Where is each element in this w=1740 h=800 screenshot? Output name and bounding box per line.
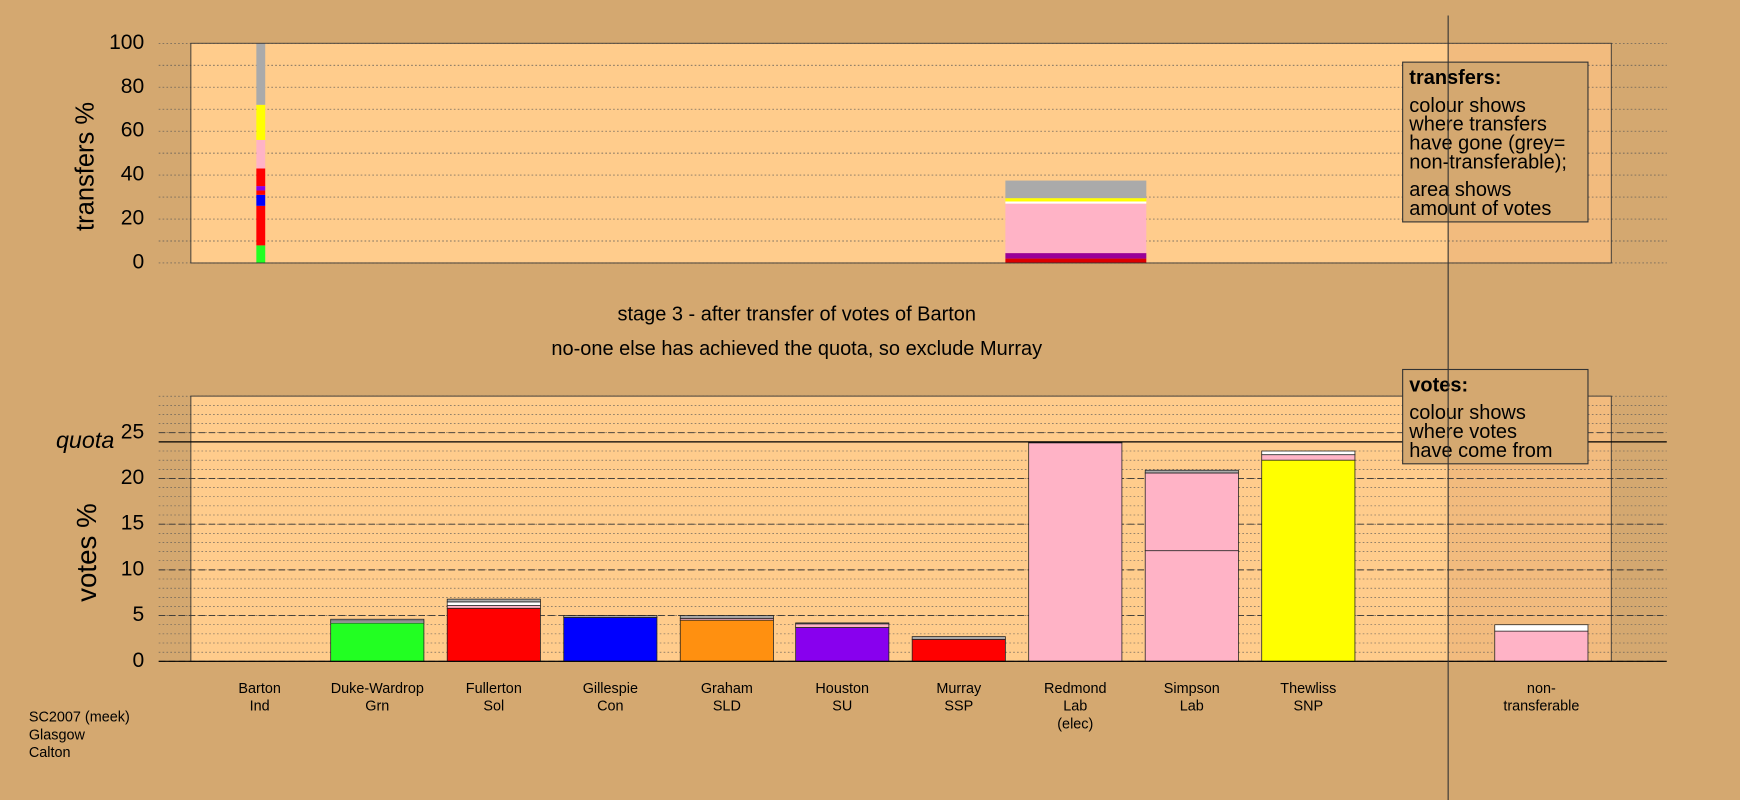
footer: SC2007 (meek) (29, 710, 130, 726)
vote-segment (446, 607, 541, 662)
x-tick-label: SNP (1294, 699, 1324, 715)
y-axis-label: votes % (71, 503, 102, 602)
footer: Glasgow (29, 727, 86, 743)
x-tick-label: Graham (701, 681, 753, 697)
transfer-segment (1005, 258, 1147, 263)
x-tick-label: SU (832, 699, 852, 715)
x-tick-label: Murray (936, 681, 982, 697)
stage-subtitle: no-one else has achieved the quota, so e… (551, 338, 1042, 360)
y-tick-label: 0 (133, 649, 145, 672)
transfer-segment (256, 43, 266, 105)
x-tick-label: Duke-Wardrop (331, 681, 424, 697)
vote-segment (1261, 454, 1356, 461)
vote-segment (1144, 550, 1239, 662)
legend-text: amount of votes (1409, 198, 1551, 220)
transfer-segment (1005, 198, 1147, 202)
plot-frame (190, 42, 1612, 264)
transfer-segment (256, 168, 266, 187)
vote-segment (911, 636, 1006, 640)
transfer-segment (256, 194, 266, 206)
vote-segment (795, 622, 890, 625)
vote-segment (679, 615, 774, 619)
y-tick-label: 20 (121, 466, 144, 489)
x-tick-label: Lab (1063, 699, 1087, 715)
legend-title: transfers: (1409, 67, 1501, 89)
vote-segment (1261, 459, 1356, 662)
x-tick-label: non- (1527, 681, 1556, 697)
y-tick-label: 40 (121, 163, 144, 186)
vote-segment (330, 618, 425, 622)
y-tick-label: 25 (121, 420, 144, 443)
x-tick-label: Barton (238, 681, 280, 697)
x-tick-label: SSP (944, 699, 973, 715)
y-tick-label: 10 (121, 557, 144, 580)
transfer-segment (256, 190, 266, 195)
y-tick-label: 15 (121, 512, 144, 535)
y-axis-label: transfers % (71, 102, 99, 231)
x-tick-label: Sol (483, 699, 504, 715)
x-tick-label: Gillespie (583, 681, 638, 697)
quota-label: quota (56, 427, 114, 453)
vote-segment (1494, 624, 1589, 632)
transfer-segment (256, 186, 266, 191)
legend-text: non-transferable); (1409, 151, 1567, 173)
vote-segment (1494, 630, 1589, 662)
transfer-segment (1005, 203, 1147, 254)
transfer-segment (256, 205, 266, 246)
vote-segment (1261, 450, 1356, 456)
vote-segment (1144, 472, 1239, 552)
vote-segment (911, 638, 1006, 662)
x-tick-label: SLD (713, 699, 741, 715)
legend-text: where votes (1408, 421, 1517, 443)
legend-title: votes: (1409, 374, 1468, 396)
transfer-segment (1005, 201, 1147, 204)
legend-text: colour shows (1409, 95, 1526, 117)
x-tick-label: (elec) (1057, 716, 1093, 732)
transfer-segment (1005, 253, 1147, 259)
y-tick-label: 100 (109, 31, 144, 54)
transfer-segment (256, 104, 266, 140)
x-tick-label: Houston (815, 681, 869, 697)
vote-segment (563, 617, 658, 662)
x-tick-label: Grn (365, 699, 389, 715)
transfer-segment (256, 139, 266, 169)
footer: Calton (29, 745, 71, 761)
y-tick-label: 60 (121, 119, 144, 142)
vote-segment (446, 605, 541, 609)
vote-segment (563, 615, 658, 618)
stage-title: stage 3 - after transfer of votes of Bar… (617, 303, 976, 325)
legend-box (1402, 368, 1589, 465)
vote-segment (330, 622, 425, 662)
vote-segment (446, 601, 541, 606)
y-tick-label: 80 (121, 75, 144, 98)
vote-segment (1144, 469, 1239, 474)
x-tick-label: Simpson (1164, 681, 1220, 697)
vote-segment (1028, 442, 1123, 662)
x-tick-label: Lab (1180, 699, 1204, 715)
x-tick-label: Redmond (1044, 681, 1106, 697)
legend-text: colour shows (1409, 402, 1526, 424)
vote-segment (795, 627, 890, 662)
x-tick-label: Thewliss (1280, 681, 1336, 697)
y-tick-label: 5 (133, 603, 145, 626)
x-tick-label: Ind (250, 699, 270, 715)
legend-text: where transfers (1408, 114, 1547, 136)
transfer-segment (1005, 180, 1147, 199)
legend-text: area shows (1409, 179, 1511, 201)
y-tick-label: 0 (133, 251, 145, 274)
x-tick-label: Con (597, 699, 623, 715)
transfer-segment (256, 245, 266, 263)
x-tick-label: Fullerton (466, 681, 522, 697)
vote-segment (446, 598, 541, 603)
vote-segment (795, 623, 890, 628)
legend-text: have come from (1409, 440, 1552, 462)
vote-segment (679, 619, 774, 662)
x-tick-label: transferable (1503, 699, 1579, 715)
y-tick-label: 20 (121, 207, 144, 230)
legend-box (1402, 61, 1589, 223)
